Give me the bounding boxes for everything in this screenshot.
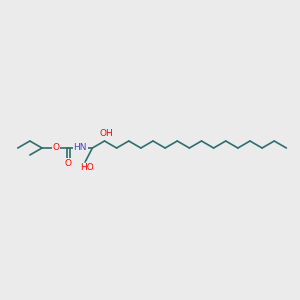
Text: OH: OH bbox=[100, 130, 113, 139]
Text: O: O bbox=[52, 143, 59, 152]
Text: O: O bbox=[64, 158, 72, 167]
Text: HO: HO bbox=[80, 164, 94, 172]
Text: HN: HN bbox=[74, 143, 87, 152]
